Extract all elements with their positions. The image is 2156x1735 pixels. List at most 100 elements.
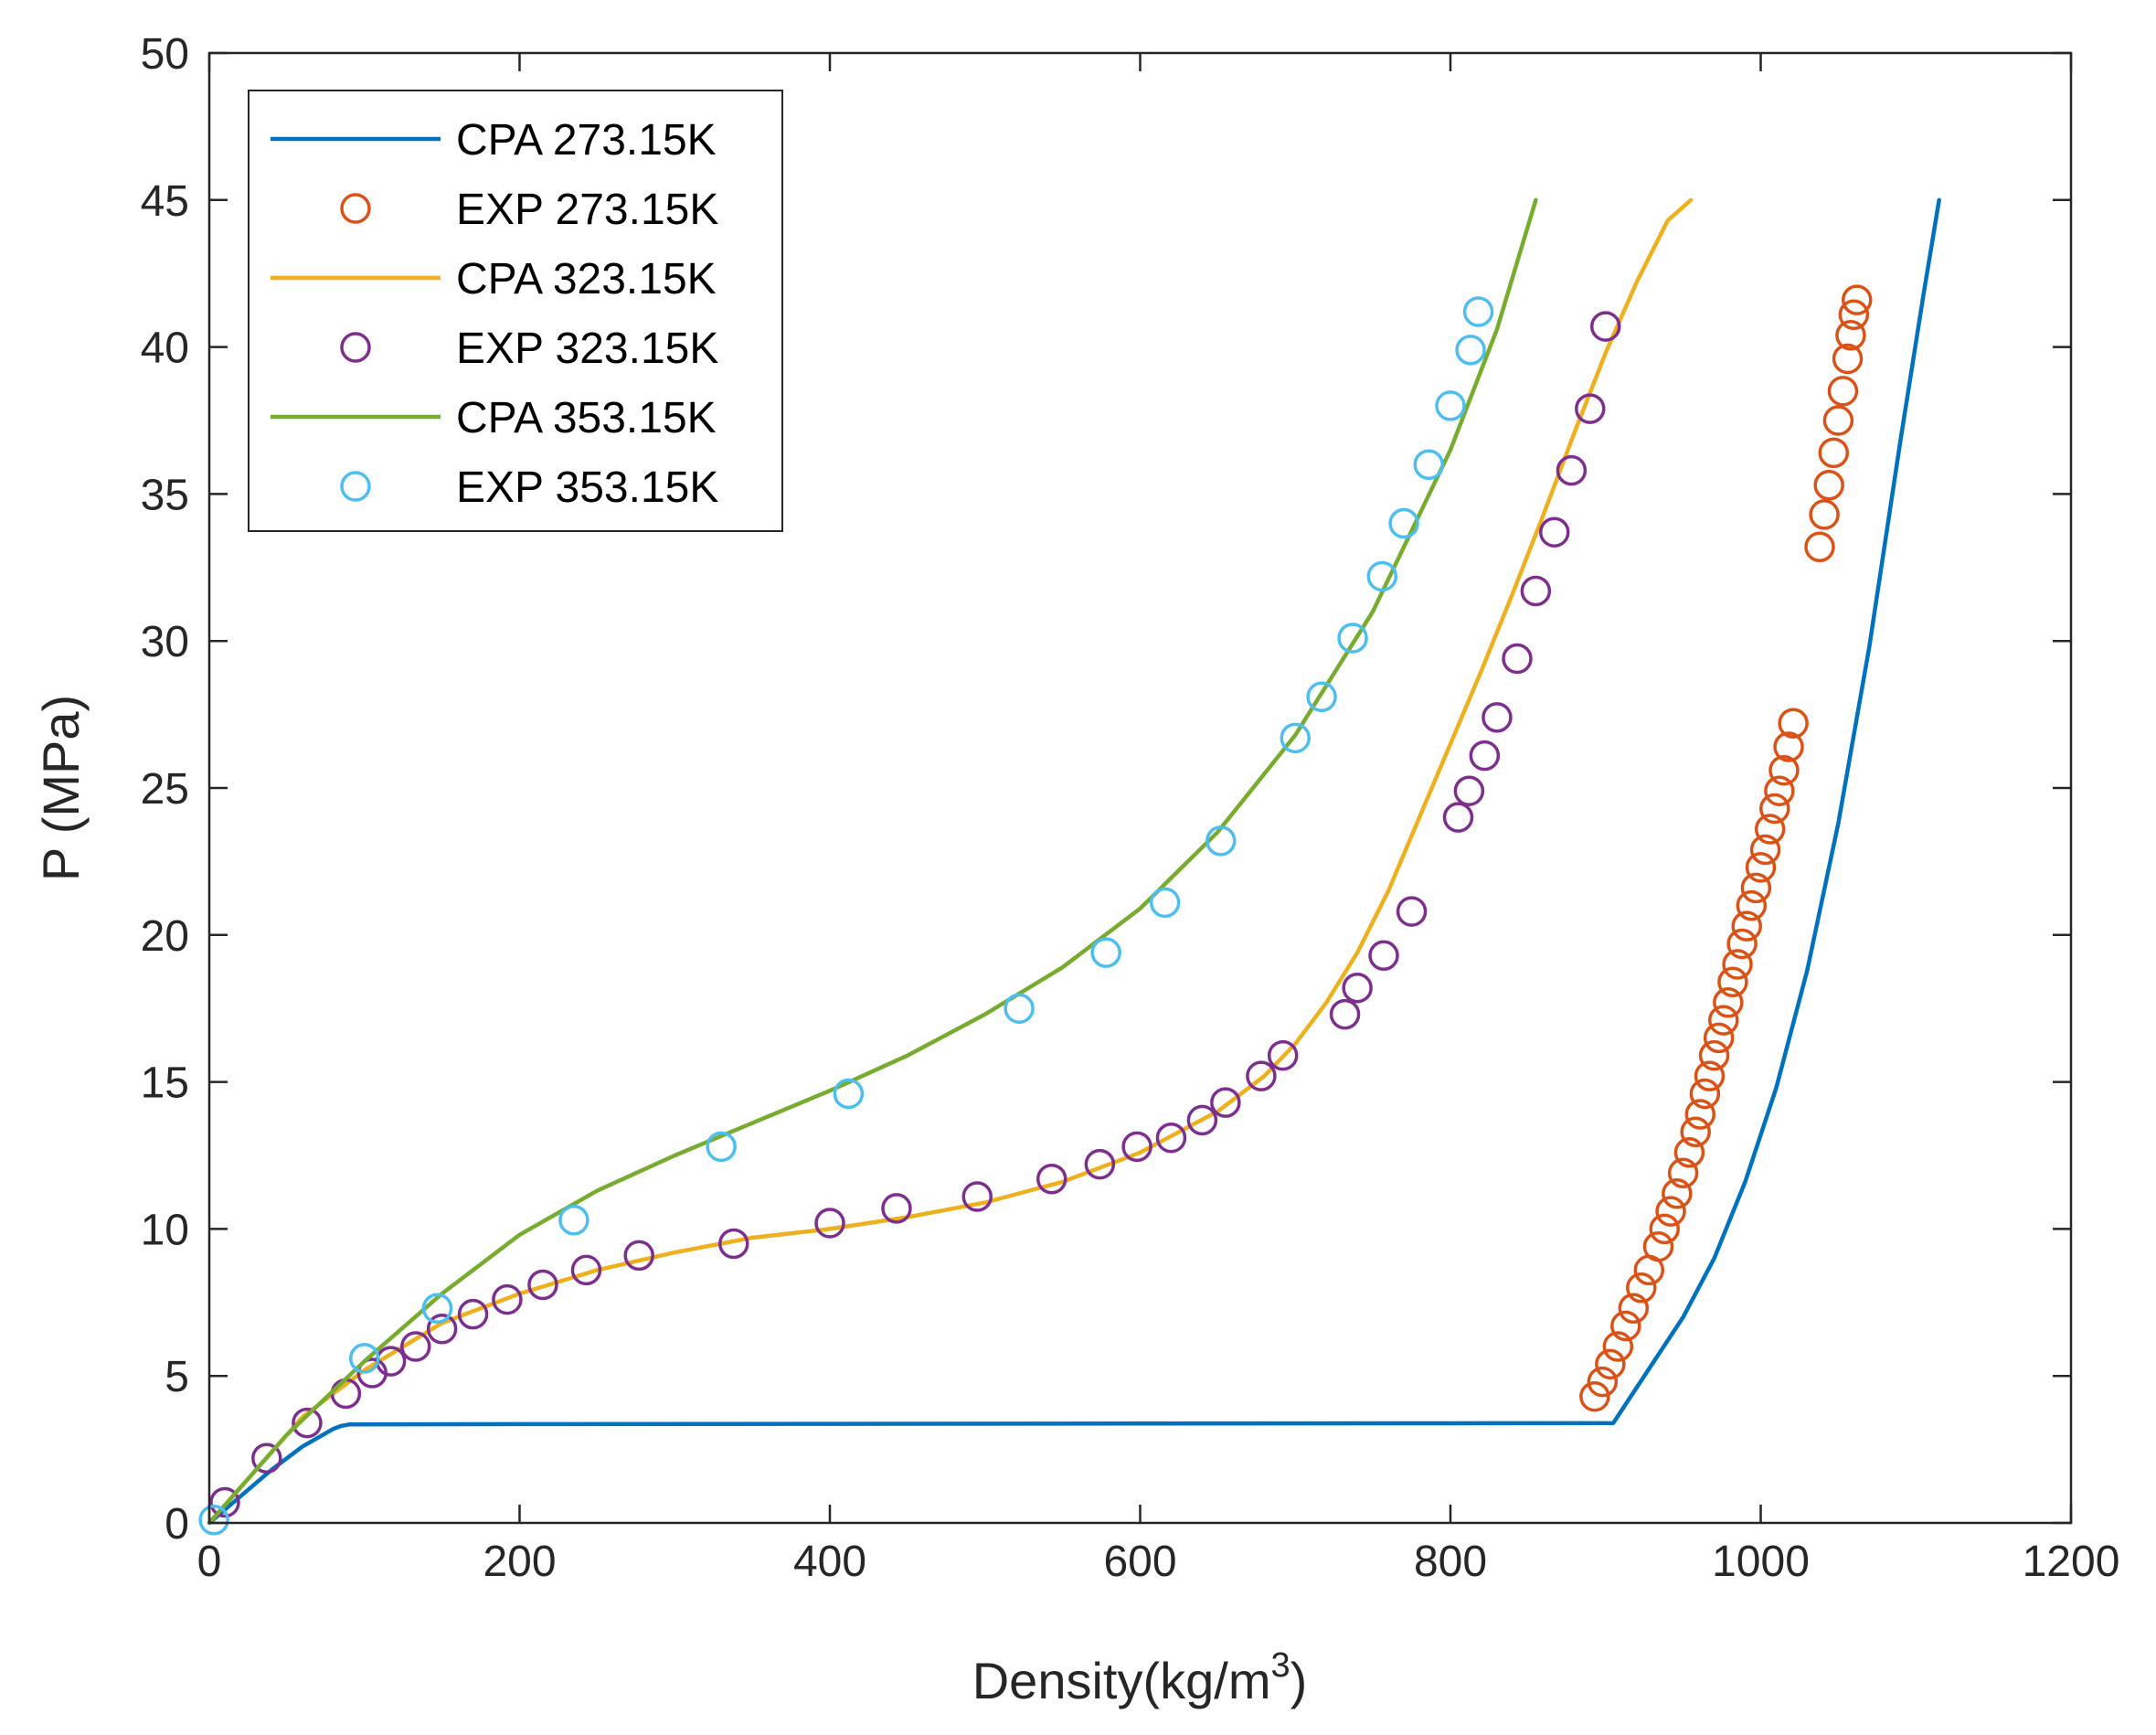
x-tick-label: 1000 bbox=[1712, 1538, 1810, 1586]
data-point bbox=[1306, 681, 1337, 713]
data-point bbox=[1155, 1122, 1187, 1154]
data-point bbox=[1579, 1380, 1610, 1412]
series-markers-exp-323-15k bbox=[209, 311, 1621, 1518]
legend-label: CPA 323.15K bbox=[456, 255, 717, 303]
x-axis-ticks: 0 200 400 600 800 1000 1200 bbox=[197, 53, 2120, 1586]
data-point bbox=[400, 1331, 431, 1362]
data-point bbox=[1722, 949, 1753, 980]
data-point bbox=[1717, 966, 1748, 998]
legend-item-exp-323-15k: EXP 323.15K bbox=[340, 325, 718, 373]
data-point bbox=[1649, 1213, 1681, 1245]
legend-label: CPA 273.15K bbox=[456, 116, 717, 165]
series-line-cpa-323-15k bbox=[207, 197, 1694, 1526]
data-point bbox=[457, 1298, 489, 1330]
x-tick-label: 200 bbox=[483, 1538, 556, 1586]
y-tick-label: 25 bbox=[141, 765, 189, 814]
data-point bbox=[1835, 319, 1866, 351]
data-point bbox=[1186, 1104, 1218, 1136]
data-point bbox=[426, 1313, 458, 1345]
y-tick-label: 15 bbox=[141, 1059, 189, 1108]
series-markers-exp-353-15k bbox=[198, 296, 1494, 1536]
data-point bbox=[1736, 889, 1768, 921]
data-point bbox=[1726, 928, 1758, 960]
data-point bbox=[1337, 623, 1368, 654]
data-point bbox=[1090, 937, 1121, 968]
data-point bbox=[1680, 1116, 1711, 1148]
y-tick-label: 40 bbox=[141, 325, 189, 373]
x-tick-label: 600 bbox=[1103, 1538, 1176, 1586]
data-point bbox=[1084, 1148, 1116, 1180]
data-point bbox=[558, 1205, 589, 1236]
data-point bbox=[1754, 814, 1786, 845]
legend-label: CPA 353.15K bbox=[456, 394, 717, 442]
legend-marker-swatch bbox=[340, 471, 371, 502]
data-point bbox=[1595, 1348, 1626, 1380]
y-tick-label: 5 bbox=[165, 1353, 189, 1401]
data-point bbox=[527, 1269, 558, 1301]
data-point bbox=[1388, 507, 1419, 539]
data-point bbox=[1469, 740, 1501, 772]
legend-label: EXP 273.15K bbox=[456, 186, 718, 234]
data-point bbox=[1667, 1157, 1699, 1189]
data-point bbox=[1121, 1131, 1152, 1163]
data-point bbox=[1610, 1310, 1641, 1342]
data-point bbox=[1455, 335, 1486, 366]
data-point bbox=[1366, 560, 1398, 592]
y-tick-label: 30 bbox=[141, 618, 189, 666]
data-point bbox=[349, 1343, 380, 1374]
data-point bbox=[1818, 437, 1850, 469]
data-point bbox=[1342, 972, 1373, 1004]
data-point bbox=[1694, 1060, 1726, 1091]
legend: CPA 273.15K EXP 273.15K CPA 323.15K EXP 323… bbox=[248, 90, 783, 532]
data-point bbox=[1462, 296, 1494, 327]
data-point bbox=[706, 1131, 737, 1163]
data-point bbox=[1832, 343, 1864, 375]
data-point bbox=[718, 1228, 749, 1260]
data-point bbox=[833, 1078, 865, 1110]
data-point bbox=[1768, 754, 1800, 786]
y-tick-label: 50 bbox=[141, 30, 189, 79]
data-point bbox=[1759, 793, 1790, 825]
data-point bbox=[1413, 449, 1444, 480]
data-point bbox=[1502, 643, 1533, 675]
data-point bbox=[1280, 722, 1311, 754]
data-point bbox=[1036, 1163, 1067, 1195]
legend-item-cpa-273-15k: CPA 273.15K bbox=[271, 116, 717, 165]
data-point bbox=[1435, 390, 1466, 421]
data-point bbox=[1538, 516, 1570, 548]
data-point bbox=[1267, 1039, 1299, 1071]
y-tick-label: 10 bbox=[141, 1206, 189, 1254]
legend-item-cpa-323-15k: CPA 323.15K bbox=[271, 255, 717, 303]
data-point bbox=[881, 1193, 912, 1224]
data-point bbox=[292, 1407, 323, 1439]
data-point bbox=[1626, 1272, 1657, 1304]
data-point bbox=[1809, 499, 1840, 530]
data-point bbox=[1246, 1060, 1277, 1091]
data-point bbox=[1556, 454, 1588, 486]
legend-entries: CPA 273.15K EXP 273.15K CPA 323.15K EXP 323… bbox=[271, 116, 718, 512]
data-point bbox=[1453, 775, 1485, 806]
x-tick-label: 800 bbox=[1414, 1538, 1487, 1586]
series-line-cpa-353-15k bbox=[207, 197, 1538, 1526]
data-point bbox=[1368, 940, 1399, 972]
data-point bbox=[1841, 284, 1873, 315]
data-point bbox=[1673, 1137, 1705, 1168]
x-tick-label: 0 bbox=[197, 1538, 222, 1586]
y-tick-label: 45 bbox=[141, 177, 189, 226]
data-point bbox=[623, 1240, 654, 1272]
x-tick-label: 400 bbox=[793, 1538, 866, 1586]
data-point bbox=[1655, 1196, 1686, 1227]
data-point bbox=[1764, 775, 1795, 806]
data-point bbox=[1827, 376, 1859, 407]
legend-marker-swatch bbox=[340, 332, 371, 363]
data-point bbox=[1713, 987, 1744, 1018]
legend-item-cpa-353-15k: CPA 353.15K bbox=[271, 394, 717, 442]
data-point bbox=[1708, 1005, 1739, 1036]
data-point bbox=[1149, 887, 1181, 919]
data-point bbox=[1813, 470, 1844, 501]
data-point bbox=[1731, 910, 1762, 942]
legend-item-exp-353-15k: EXP 353.15K bbox=[340, 463, 718, 512]
data-point bbox=[961, 1181, 993, 1212]
x-tick-label: 1200 bbox=[2023, 1538, 2120, 1586]
data-point bbox=[1778, 708, 1809, 739]
